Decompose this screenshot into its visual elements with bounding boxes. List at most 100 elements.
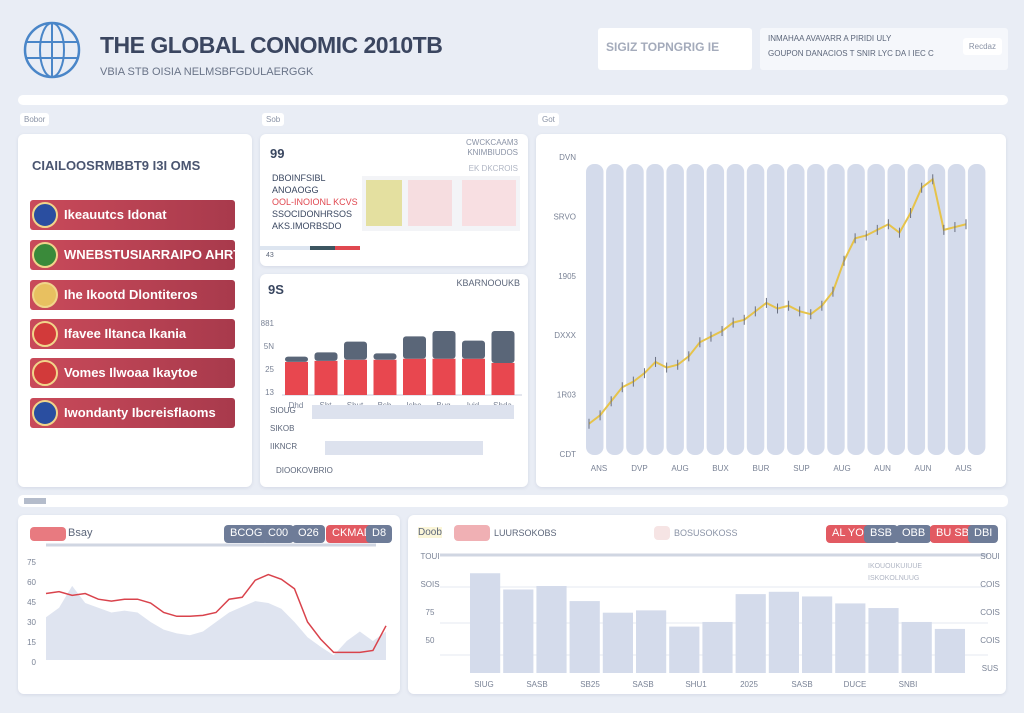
bar-base bbox=[373, 359, 397, 395]
mini-stat-bar bbox=[311, 405, 514, 419]
filter-pill-2[interactable]: C00 bbox=[262, 525, 295, 543]
blue-bar bbox=[702, 621, 733, 673]
chart-column bbox=[726, 164, 745, 455]
info-line: AKS.IMORBSDO bbox=[272, 221, 342, 231]
bar-chart-badge: 9S bbox=[268, 282, 284, 297]
category-label: Ihe Ikootd Dlontiteros bbox=[64, 287, 198, 302]
bar-top bbox=[491, 331, 515, 363]
flag-icon bbox=[32, 202, 58, 228]
chart-column bbox=[967, 164, 986, 455]
chart-column bbox=[586, 164, 604, 455]
header-info: INMAHAA AVAVARR A PIRIDI ULY GOUPON DANA… bbox=[760, 28, 1008, 70]
section-tag-left[interactable]: Bobor bbox=[20, 113, 50, 126]
x-tick-label: ANS bbox=[591, 464, 607, 473]
category-item[interactable]: Ifavee Iltanca Ikania bbox=[30, 319, 235, 349]
red-line-area-chart: 75 60 45 30 15 0 bbox=[27, 543, 387, 667]
chart-column bbox=[947, 164, 966, 455]
page-title: THE GLOBAL CONOMIC 2010TB bbox=[100, 32, 443, 58]
x-tick-label: SIUG bbox=[474, 680, 494, 689]
info-header-right-1: CWCKCAAM3 bbox=[465, 138, 518, 147]
categories-panel: CIAILOOSRMBBT9 I3I OMS bbox=[18, 134, 252, 487]
info-line: ANOAOGG bbox=[272, 185, 319, 195]
blue-bar bbox=[868, 608, 899, 673]
blue-bar bbox=[934, 628, 965, 673]
blue-bar bbox=[602, 612, 633, 673]
stacked-bar-chart: 8815N2513DhdShtShutBsbIsbeBugIvidShda bbox=[261, 319, 522, 410]
x-tick-label: AUN bbox=[874, 464, 891, 473]
flag-icon bbox=[32, 360, 58, 386]
bar-top bbox=[285, 356, 308, 362]
info-header-right-2: KNIMBIUDOS bbox=[467, 148, 518, 157]
info-progress bbox=[260, 246, 360, 250]
blue-bar bbox=[470, 573, 501, 673]
info-line-1: INMAHAA AVAVARR A PIRIDI ULY bbox=[768, 34, 892, 43]
category-label: WNEBSTUSIARRAIPO AHRTEM MLAG bbox=[64, 247, 235, 262]
legend-3: BOSUSOKOSS bbox=[674, 528, 738, 538]
divider-handle[interactable] bbox=[24, 498, 46, 504]
chart-column bbox=[646, 164, 664, 455]
top-divider-bar bbox=[18, 95, 1008, 105]
bar-top bbox=[314, 352, 338, 361]
range-pill-4[interactable]: BU SB bbox=[930, 525, 976, 543]
y-tick-label: SRVO bbox=[553, 212, 576, 221]
range-pill-2[interactable]: BSB bbox=[864, 525, 899, 543]
bar-base bbox=[285, 361, 308, 395]
y-tick-label: 881 bbox=[261, 319, 275, 328]
category-item[interactable]: Iwondanty Ibcreisflaoms bbox=[30, 398, 235, 428]
range-pill-3[interactable]: OBB bbox=[896, 525, 932, 543]
filter-pill-3[interactable]: O26 bbox=[292, 525, 325, 543]
category-item[interactable]: Ikeauutcs Idonat bbox=[30, 200, 235, 230]
info-line: DBOINFSIBL bbox=[272, 173, 326, 183]
bar-top bbox=[373, 353, 397, 360]
range-pill-5[interactable]: DBI bbox=[968, 525, 999, 543]
y-tick-left: 75 bbox=[426, 608, 435, 617]
chart-column bbox=[626, 164, 644, 455]
filter-pill-4[interactable]: CKMAD bbox=[326, 525, 378, 543]
legend-1: Doob bbox=[418, 527, 442, 538]
bar-base bbox=[403, 358, 426, 395]
chart-column bbox=[666, 164, 684, 455]
info-line: SSOCIDONHRSOS bbox=[272, 209, 353, 219]
blue-bar-chart: TOUI SOIS 75 50 SOUI COIS COIS COIS SUS SIUG SASB S… bbox=[420, 552, 999, 689]
mini-footer: DIOOKOVBRIO bbox=[276, 466, 333, 475]
mini-stat-label: SIOUG bbox=[270, 406, 296, 415]
info-button[interactable]: Recdaz bbox=[962, 38, 1002, 55]
legend-label: Bsay bbox=[68, 527, 93, 539]
blue-bar bbox=[768, 591, 799, 673]
category-item[interactable]: Vomes Ilwoaa Ikaytoe bbox=[30, 358, 235, 388]
y-tick-label: DVN bbox=[559, 153, 576, 162]
info-sub-right: EK DKCROIS bbox=[468, 164, 518, 173]
section-tag-middle[interactable]: Sob bbox=[262, 113, 285, 126]
blue-bar bbox=[669, 626, 700, 673]
y-tick-label: 13 bbox=[265, 388, 274, 397]
red-line bbox=[45, 573, 387, 654]
chart-column bbox=[686, 164, 704, 455]
chart-column bbox=[706, 164, 725, 455]
info-table bbox=[362, 176, 520, 231]
section-tag-right[interactable]: Got bbox=[538, 113, 559, 126]
y-tick-label: 1905 bbox=[558, 272, 576, 281]
x-tick-label: AUG bbox=[671, 464, 688, 473]
y-tick-label: 25 bbox=[265, 365, 274, 374]
blue-bar bbox=[503, 589, 534, 673]
x-tick-label: SB25 bbox=[580, 680, 600, 689]
x-tick-label: DUCE bbox=[844, 680, 867, 689]
blue-bar bbox=[569, 601, 600, 673]
info-card-icon: 99 bbox=[270, 146, 285, 161]
area-chart-panel: 75 60 45 30 15 0 Bsay bbox=[18, 515, 400, 694]
bar-base bbox=[344, 359, 367, 395]
header-badge: SIGIZ TOPNGRIG IE bbox=[598, 28, 752, 70]
category-item[interactable]: Ihe Ikootd Dlontiteros bbox=[30, 280, 235, 310]
x-tick-label: DVP bbox=[631, 464, 647, 473]
line-chart-panel: DVN SRVO 1905 DXXX 1R03 CDT ANS DVP AUG BUX BUR SUP… bbox=[536, 134, 1006, 487]
bar-top bbox=[432, 331, 456, 359]
x-tick-label: SUP bbox=[793, 464, 809, 473]
filter-pill-5[interactable]: D8 bbox=[366, 525, 393, 543]
blue-bar bbox=[735, 594, 766, 673]
mini-stat-label: SIKOB bbox=[270, 424, 295, 433]
filter-pill-1[interactable]: BCOG bbox=[224, 525, 269, 543]
mini-stat-label: IIKNCR bbox=[270, 442, 298, 451]
y-tick-label: 15 bbox=[27, 638, 36, 647]
area-fill bbox=[46, 585, 386, 660]
category-item[interactable]: WNEBSTUSIARRAIPO AHRTEM MLAG bbox=[30, 240, 235, 270]
